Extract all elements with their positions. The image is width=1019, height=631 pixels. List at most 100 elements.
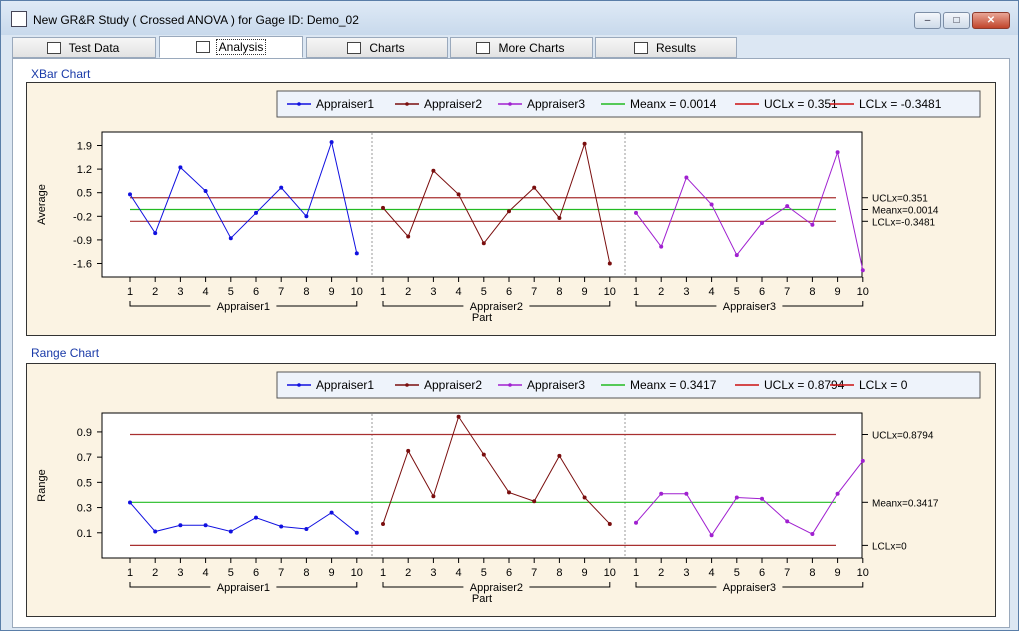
range-x-tick-label: 7 [278, 567, 284, 579]
xbar-x-tick-label: 2 [405, 286, 411, 298]
range-x-tick-label: 5 [228, 567, 234, 579]
close-button[interactable]: ✕ [972, 12, 1010, 29]
range-x-tick-label: 6 [506, 567, 512, 579]
range-data-point-appraiser2 [481, 452, 486, 457]
xbar-x-tick-label: 8 [809, 286, 815, 298]
xbar-data-point-appraiser1 [304, 214, 309, 219]
xbar-y-tick-label: -1.6 [73, 259, 92, 271]
xbar-x-tick-label: 1 [380, 286, 386, 298]
xbar-x-tick-label: 10 [857, 286, 869, 298]
window-title: New GR&R Study ( Crossed ANOVA ) for Gag… [33, 13, 359, 27]
xbar-data-point-appraiser3 [810, 222, 815, 227]
range-x-tick-label: 6 [253, 567, 259, 579]
tab-label: Charts [369, 40, 405, 55]
xbar-data-point-appraiser3 [785, 204, 790, 209]
chart-icon [476, 41, 491, 54]
range-data-point-appraiser3 [659, 491, 664, 496]
xbar-data-point-appraiser2 [557, 215, 562, 220]
range-group-label-bg [210, 580, 277, 594]
xbar-series-line-appraiser2 [382, 141, 611, 264]
xbar-x-tick-label: 4 [203, 286, 209, 298]
range-mean-right-label: Meanx=0.3417 [872, 498, 939, 509]
xbar-legend-label-lcl: LCLx = -0.3481 [859, 97, 942, 111]
xbar-legend-label-a1: Appraiser1 [316, 97, 374, 111]
xbar-y-tick-label: 0.5 [77, 188, 92, 200]
xbar-x-tick-label: 6 [253, 286, 259, 298]
range-data-point-appraiser2 [557, 453, 562, 458]
range-y-tick-label: 0.5 [77, 477, 92, 489]
range-data-point-appraiser2 [431, 494, 436, 499]
xbar-legend-label-ucl: UCLx = 0.351 [764, 97, 838, 111]
range-x-tick-label: 8 [556, 567, 562, 579]
range-series-line-appraiser1 [129, 502, 358, 534]
xbar-data-point-appraiser3 [760, 221, 764, 226]
app-chart-icon [11, 11, 27, 27]
xbar-data-point-appraiser3 [709, 202, 714, 207]
range-x-tick-label: 9 [835, 567, 841, 579]
xbar-data-point-appraiser3 [659, 244, 664, 249]
range-data-point-appraiser3 [760, 496, 764, 501]
xbar-series-line-appraiser3 [635, 150, 864, 271]
range-x-tick-label: 3 [430, 567, 436, 579]
xbar-legend-label-mean: Meanx = 0.0014 [630, 97, 717, 111]
xbar-x-tick-label: 5 [228, 286, 234, 298]
xbar-legend-marker-a1 [297, 102, 301, 106]
range-x-tick-label: 8 [303, 567, 309, 579]
range-data-point-appraiser2 [532, 499, 537, 504]
xbar-ucl-right-label: UCLx=0.351 [872, 194, 928, 205]
range-x-tick-label: 7 [784, 567, 790, 579]
tab-analysis[interactable]: Analysis [159, 36, 303, 58]
xbar-data-point-appraiser2 [456, 192, 461, 197]
xbar-group-label-bg [716, 299, 783, 313]
range-x-tick-label: 9 [329, 567, 335, 579]
range-x-tick-label: 8 [809, 567, 815, 579]
xbar-data-point-appraiser1 [254, 210, 258, 215]
range-legend-label-a2: Appraiser2 [424, 378, 482, 392]
xbar-group-label-bg [210, 299, 277, 313]
range-data-point-appraiser3 [634, 520, 638, 525]
range-data-point-appraiser1 [228, 529, 233, 534]
xbar-mean-right-label: Meanx=0.0014 [872, 206, 939, 217]
range-data-point-appraiser3 [684, 491, 689, 496]
xbar-data-point-appraiser1 [279, 185, 284, 190]
grid-icon [633, 41, 648, 54]
chart-icon [347, 41, 362, 54]
title-bar[interactable]: New GR&R Study ( Crossed ANOVA ) for Gag… [1, 1, 1018, 35]
xbar-x-tick-label: 7 [784, 286, 790, 298]
tab-more-charts[interactable]: More Charts [450, 37, 593, 58]
xbar-group-label-bg [463, 299, 530, 313]
range-legend-label-lcl: LCLx = 0 [859, 378, 908, 392]
tab-label: More Charts [498, 40, 565, 55]
range-x-tick-label: 10 [604, 567, 616, 579]
maximize-button[interactable]: □ [943, 12, 970, 29]
minimize-button[interactable]: – [914, 12, 941, 29]
tab-test-data[interactable]: Test Data [12, 37, 156, 58]
xbar-x-tick-label: 1 [633, 286, 639, 298]
tab-results[interactable]: Results [595, 37, 737, 58]
range-x-tick-label: 6 [759, 567, 765, 579]
range-ucl-right-label: UCLx=0.8794 [872, 431, 934, 442]
xbar-y-tick-label: 1.9 [77, 140, 92, 152]
xbar-data-point-appraiser2 [582, 141, 587, 146]
range-legend-label-ucl: UCLx = 0.8794 [764, 378, 845, 392]
tab-label: Analysis [215, 39, 267, 55]
range-data-point-appraiser3 [709, 533, 714, 538]
range-legend-marker-a1 [297, 383, 301, 387]
xbar-data-point-appraiser3 [684, 175, 689, 180]
range-x-tick-label: 3 [177, 567, 183, 579]
range-data-point-appraiser3 [734, 495, 739, 500]
xbar-data-point-appraiser1 [153, 231, 158, 236]
range-x-tick-label: 2 [658, 567, 664, 579]
xbar-x-axis-label: Part [472, 312, 492, 324]
xbar-legend-marker-a2 [405, 102, 409, 106]
range-group-label: Appraiser1 [217, 582, 270, 594]
xbar-x-tick-label: 6 [759, 286, 765, 298]
xbar-x-tick-label: 10 [351, 286, 363, 298]
xbar-x-tick-label: 9 [582, 286, 588, 298]
range-data-point-appraiser1 [254, 515, 258, 520]
range-x-tick-label: 3 [683, 567, 689, 579]
xbar-plot-area [101, 131, 863, 278]
xbar-legend-box [276, 90, 981, 118]
tab-charts[interactable]: Charts [306, 37, 448, 58]
range-legend-label-a1: Appraiser1 [316, 378, 374, 392]
